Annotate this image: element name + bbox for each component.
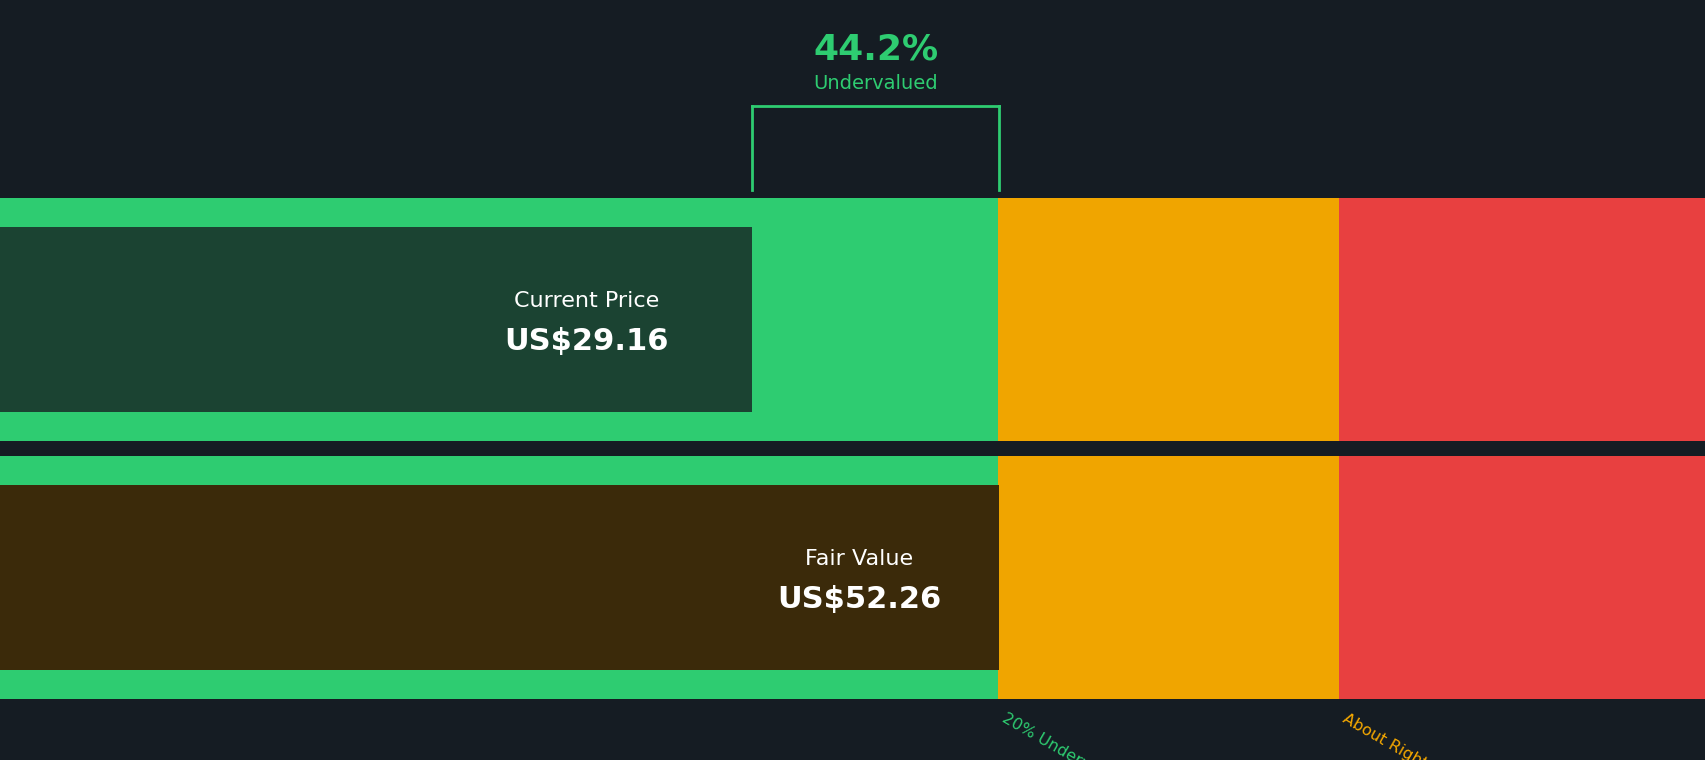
Bar — [997, 456, 1338, 699]
Text: Fair Value: Fair Value — [805, 549, 912, 569]
Bar — [1338, 198, 1705, 441]
Bar — [997, 198, 1338, 441]
Text: Current Price: Current Price — [513, 291, 660, 311]
Text: Undervalued: Undervalued — [813, 74, 938, 93]
Bar — [0, 456, 997, 699]
Text: About Right: About Right — [1340, 711, 1429, 760]
Text: US$52.26: US$52.26 — [776, 585, 941, 614]
Bar — [1338, 456, 1705, 699]
Text: US$29.16: US$29.16 — [505, 327, 668, 356]
Bar — [0, 485, 999, 670]
Text: 44.2%: 44.2% — [813, 33, 938, 66]
Text: 20% Undervalued: 20% Undervalued — [999, 711, 1130, 760]
Bar — [0, 226, 752, 412]
Bar — [0, 198, 997, 441]
